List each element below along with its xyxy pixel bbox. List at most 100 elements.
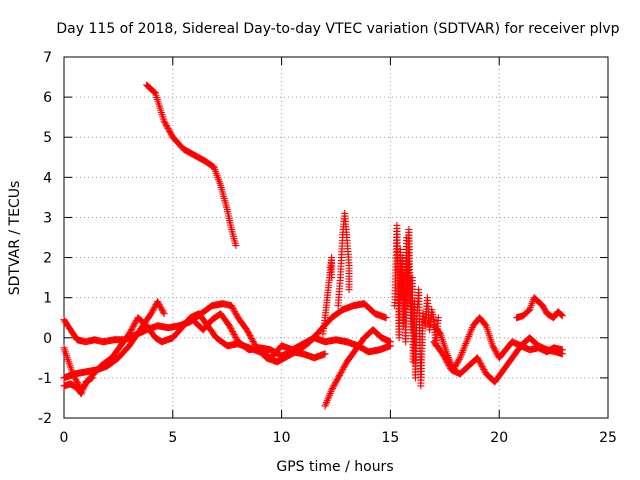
data-point [340, 362, 348, 370]
x-tick-labels: 0 5 10 15 20 25 [60, 430, 617, 446]
data-point [160, 310, 168, 318]
data-point [128, 324, 136, 332]
data-point [226, 323, 234, 331]
data-point [329, 383, 337, 391]
y-tick-label: 1 [43, 291, 52, 307]
data-point [557, 310, 565, 318]
data-point [232, 309, 240, 317]
data-point [340, 364, 348, 372]
data-point [130, 321, 138, 329]
data-point [229, 329, 237, 337]
data-point [323, 398, 331, 406]
data-point [444, 360, 452, 368]
data-points [60, 81, 566, 410]
data-point [246, 332, 254, 340]
data-point [335, 373, 343, 381]
data-point [148, 308, 156, 316]
data-point [325, 391, 333, 399]
y-tick-label: 6 [43, 90, 52, 106]
series-arc-f [513, 294, 566, 322]
data-point [160, 117, 168, 125]
data-point [558, 312, 566, 320]
data-point [325, 393, 333, 401]
data-point [228, 326, 236, 334]
series-arc-d [60, 326, 394, 410]
data-point [477, 361, 485, 369]
x-tick-label: 10 [273, 430, 291, 446]
y-tick-label: 2 [43, 251, 52, 267]
data-point [434, 314, 442, 322]
series-arc-c [60, 298, 329, 382]
plot-frame [63, 56, 609, 419]
data-point [458, 348, 466, 356]
data-point [232, 333, 240, 341]
data-point [441, 354, 449, 362]
data-point [158, 305, 166, 313]
data-point [331, 380, 339, 388]
data-point [157, 304, 165, 312]
data-point [232, 311, 240, 319]
data-point [328, 386, 336, 394]
data-point [151, 88, 159, 96]
data-point [456, 354, 464, 362]
data-point [245, 330, 253, 338]
y-tick-label: 0 [43, 331, 52, 347]
data-point [477, 360, 485, 368]
data-point [244, 327, 252, 335]
data-point [473, 354, 481, 362]
data-point [463, 338, 471, 346]
data-point [557, 311, 565, 319]
data-point [455, 355, 463, 363]
data-point [244, 329, 252, 337]
data-point [337, 368, 345, 376]
data-point [165, 126, 173, 134]
data-point [227, 325, 235, 333]
data-point [161, 119, 169, 127]
data-point [225, 322, 233, 330]
data-point [159, 308, 167, 316]
data-point [328, 384, 336, 392]
y-tick-labels: -2 -1 0 1 2 3 4 5 6 7 [38, 50, 52, 427]
data-point [323, 397, 331, 405]
data-point [332, 379, 340, 387]
data-point [345, 286, 353, 294]
data-point [232, 335, 240, 343]
data-point [382, 314, 390, 322]
data-point [481, 367, 489, 375]
data-point [167, 130, 175, 138]
data-point [228, 303, 236, 311]
data-point [164, 124, 172, 132]
data-point [322, 400, 330, 408]
data-point [147, 310, 155, 318]
data-point [436, 329, 444, 337]
data-point [460, 345, 468, 353]
data-point [491, 346, 499, 354]
data-point [247, 333, 255, 341]
data-point [452, 361, 460, 369]
data-point [131, 320, 139, 328]
data-point [464, 334, 472, 342]
data-point [489, 343, 497, 351]
data-point [459, 347, 467, 355]
data-point [150, 304, 158, 312]
data-point [231, 332, 239, 340]
data-point [465, 331, 473, 339]
data-point [88, 374, 96, 382]
data-point [457, 352, 465, 360]
data-point [230, 306, 238, 314]
data-point [150, 87, 158, 95]
x-tick-label: 20 [490, 430, 508, 446]
data-point [127, 327, 135, 335]
data-point [321, 402, 329, 410]
data-point [243, 326, 251, 334]
data-point [324, 395, 332, 403]
data-point [466, 329, 474, 337]
grid-lines [64, 57, 608, 418]
data-point [326, 389, 334, 397]
data-point [229, 328, 237, 336]
data-point [339, 365, 347, 373]
data-point [332, 377, 340, 385]
data-point [149, 307, 157, 315]
x-tick-label: 15 [381, 430, 399, 446]
data-point [248, 335, 256, 343]
